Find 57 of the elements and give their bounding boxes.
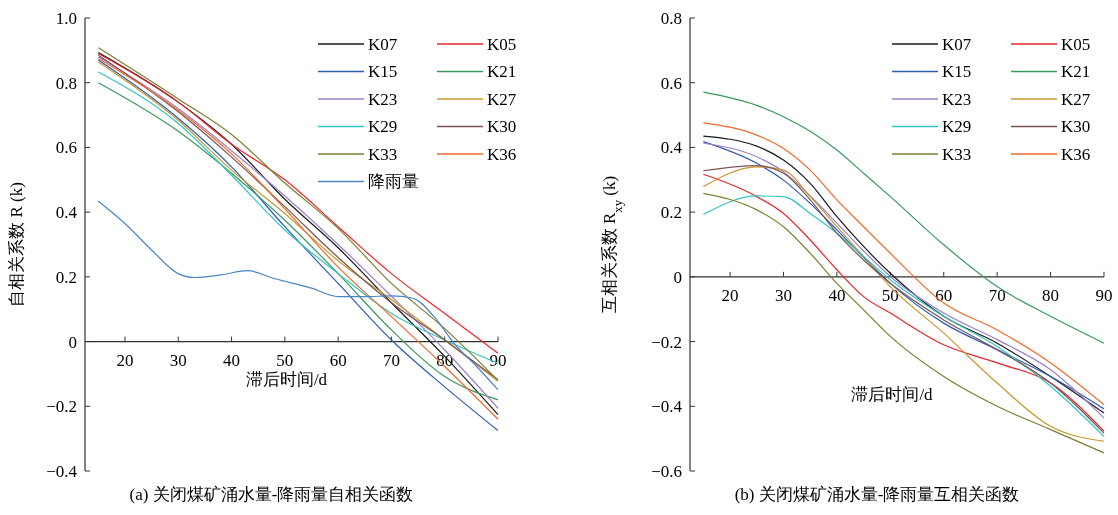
legend-label: K15 [942,62,972,82]
x-tick-label: 50 [276,350,294,370]
legend-label: K15 [368,62,398,82]
y-tick-label: 0.2 [660,203,682,223]
legend-label: K21 [487,62,517,82]
x-tick-label: 60 [935,285,953,305]
x-tick-label: 40 [223,350,241,370]
y-tick-label: 0 [673,267,682,287]
y-tick-label: 0.6 [55,138,77,158]
y-tick-label: −0.4 [651,397,683,417]
legend-label: K33 [368,144,398,164]
x-axis-title: 滞后时间/d [245,370,328,389]
x-tick-label: 20 [116,350,134,370]
y-tick-label: −0.4 [46,461,78,481]
x-tick-label: 30 [774,285,792,305]
y-tick-label: −0.2 [46,397,77,417]
x-tick-label: 30 [169,350,187,370]
y-axis-title: 自相关系数 R (k) [7,182,26,307]
x-tick-label: 60 [329,350,347,370]
legend-label: K30 [1061,117,1091,137]
y-tick-label: 0 [68,332,77,352]
legend-label: K23 [942,89,972,109]
legend-label: K36 [1061,144,1091,164]
legend-label: K33 [942,144,972,164]
x-tick-label: 20 [721,285,739,305]
x-tick-label: 80 [1042,285,1060,305]
text: (a) 关闭煤矿涌水量-降雨量自相关函数 [129,485,414,504]
y-tick-label: 0.4 [55,203,78,223]
legend-label: K05 [487,34,517,54]
y-tick-label: 0.6 [660,73,682,93]
x-tick-label: 90 [489,350,507,370]
y-tick-label: 1.0 [55,8,77,28]
legend-label: K21 [1061,62,1091,82]
text: (b) 关闭煤矿涌水量-降雨量互相关函数 [734,485,1020,504]
y-tick-label: 0.4 [660,138,683,158]
legend-label: K29 [368,117,398,137]
x-tick-label: 70 [382,350,400,370]
legend-label: K27 [487,89,517,109]
x-tick-label: 40 [828,285,846,305]
legend-label: K29 [942,117,972,137]
y-tick-label: 0.8 [55,73,77,93]
legend-label: K23 [368,89,398,109]
x-tick-label: 90 [1095,285,1113,305]
x-tick-label: 50 [881,285,899,305]
legend-label: K27 [1061,89,1091,109]
y-tick-label: −0.6 [651,461,682,481]
legend-label: K36 [487,144,517,164]
legend-label: K30 [487,117,517,137]
y-tick-label: 0.2 [55,267,77,287]
legend-label: K07 [368,34,398,54]
y-tick-label: 0.8 [660,8,682,28]
x-axis-title: 滞后时间/d [851,385,934,404]
legend-label: K07 [942,34,972,54]
legend-label: 降雨量 [368,172,419,192]
x-tick-label: 70 [988,285,1006,305]
y-tick-label: −0.2 [651,332,682,352]
legend-label: K05 [1061,34,1091,54]
